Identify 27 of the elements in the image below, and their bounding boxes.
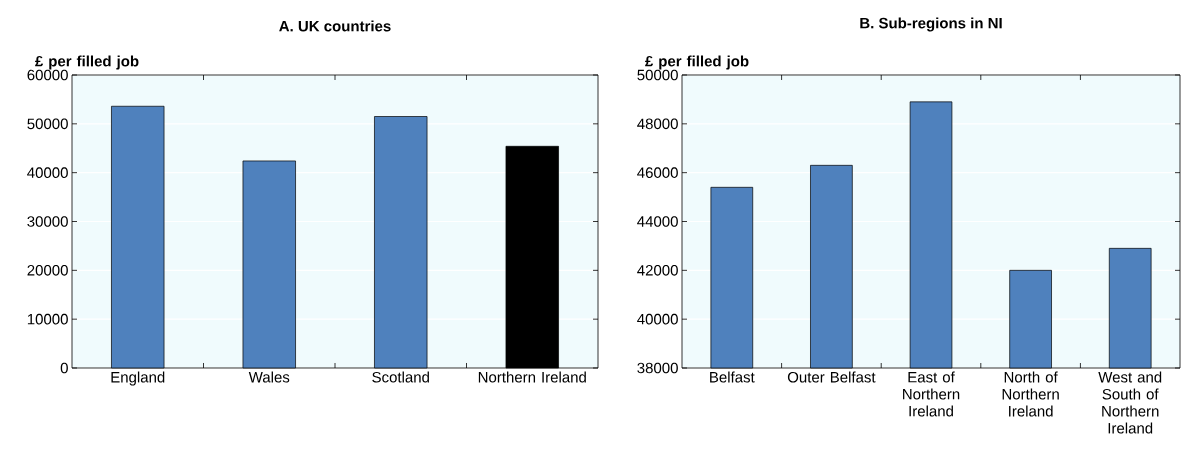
y-tick-label: 48000 [637, 118, 678, 130]
y-tick-label: 38000 [637, 362, 678, 374]
y-tick-label: 40000 [27, 167, 68, 178]
x-tick-label: Northern Ireland [478, 371, 586, 383]
y-tick-label: 30000 [27, 216, 68, 227]
x-tick-label: Outer Belfast [787, 371, 876, 383]
x-tick-label: Scotland [372, 371, 429, 383]
y-tick-label: 20000 [27, 265, 68, 276]
x-tick-label: East of Northern Ireland [903, 371, 960, 417]
y-tick-label: 10000 [27, 313, 68, 325]
y-tick-label: 50000 [27, 118, 68, 130]
y-axis-title: £ per filled job [35, 55, 139, 70]
y-tick-label: 46000 [637, 167, 678, 178]
y-tick-label: 60000 [27, 69, 68, 81]
y-tick-label: 42000 [637, 265, 678, 276]
x-tick-label: Wales [248, 371, 290, 383]
y-tick-label: 0 [60, 362, 68, 374]
y-tick-label: 44000 [637, 216, 678, 227]
y-tick-label: 40000 [637, 313, 678, 325]
y-tick-label: 50000 [637, 69, 678, 81]
x-tick-label: North of Northern Ireland [1002, 371, 1059, 417]
x-tick-label: West and South of Northern Ireland [1098, 371, 1162, 434]
x-tick-label: Belfast [710, 371, 755, 383]
x-tick-label: England [111, 371, 165, 386]
chart-title: A. UK countries [279, 20, 391, 32]
chart-title: B. Sub-regions in NI [860, 17, 1002, 32]
y-axis-title: £ per filled job [645, 55, 749, 70]
